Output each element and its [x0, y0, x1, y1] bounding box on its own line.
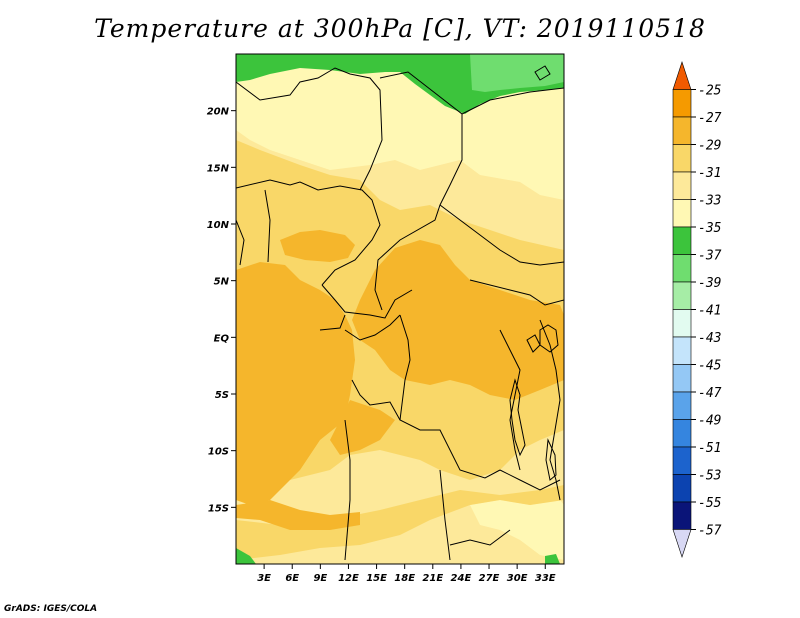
lon-tick-label: 33E — [535, 573, 556, 584]
region-orange-southwest — [330, 400, 395, 455]
longitude-axis: 3E 6E 9E 12E 15E 18E 21E 24E 27E 30E 33E — [257, 564, 556, 584]
colorbar-cell — [672, 254, 692, 283]
colorbar-label: -51 — [698, 441, 721, 456]
colorbar-label: -27 — [698, 111, 722, 126]
region-lightgreen-northeast — [470, 54, 564, 92]
lon-tick-label: 12E — [338, 573, 359, 584]
lat-tick-label: EQ — [214, 333, 230, 344]
lat-tick-label: 5N — [214, 277, 230, 288]
colorbar-cell — [672, 336, 692, 365]
colorbar-label: -37 — [698, 249, 722, 264]
lon-tick-label: 3E — [257, 573, 271, 584]
colorbar-label: -41 — [698, 304, 721, 319]
colorbar-cell — [672, 309, 692, 338]
grads-credit: GrADS: IGES/COLA — [4, 604, 98, 614]
colorbar-cell — [672, 281, 692, 310]
lon-tick-label: 21E — [422, 573, 443, 584]
colorbar-label: -39 — [698, 276, 721, 291]
lat-tick-label: 10N — [207, 220, 230, 231]
colorbar-cell — [672, 89, 692, 118]
lat-tick-label: 10S — [208, 447, 229, 458]
colorbar-cell — [672, 391, 692, 420]
temperature-field — [236, 54, 564, 564]
colorbar-cell — [672, 419, 692, 448]
region-green-southwest — [236, 548, 256, 564]
lakes — [509, 65, 559, 481]
colorbar-label: -35 — [698, 221, 722, 236]
colorbar-bottom-arrow — [672, 529, 692, 558]
colorbar-cell — [672, 116, 692, 145]
lat-tick-label: 15N — [207, 163, 230, 174]
lon-tick-label: 9E — [313, 573, 327, 584]
colorbar-label: -33 — [698, 194, 721, 209]
colorbar-label: -31 — [698, 166, 721, 181]
lon-tick-label: 6E — [285, 573, 299, 584]
colorbar-cell — [672, 474, 692, 503]
colorbar-cell — [672, 364, 692, 393]
region-yellow-south — [236, 485, 564, 560]
colorbar-label: -45 — [698, 359, 722, 374]
colorbar-cell — [672, 144, 692, 173]
region-green-southeast — [545, 554, 560, 564]
lat-tick-label: 15S — [208, 503, 229, 514]
colorbar-cell — [672, 446, 692, 475]
colorbar-label: -43 — [698, 331, 721, 346]
colorbar-label: -55 — [698, 496, 722, 511]
region-orange-west — [236, 262, 355, 505]
lon-tick-label: 18E — [394, 573, 415, 584]
lon-tick-label: 15E — [366, 573, 387, 584]
colorbar-cell — [672, 501, 692, 530]
colorbar-label: -29 — [698, 139, 721, 154]
region-pale-yellow-southeast — [470, 500, 564, 560]
region-orange-central — [352, 240, 564, 400]
lon-tick-label: 27E — [479, 573, 500, 584]
colorbar-top-arrow — [672, 61, 692, 90]
colorbar-label: -57 — [698, 524, 722, 539]
colorbar: -25 -27 -29 -31 -33 -35 -37 -39 -41 -43 -45 -47 -49 -… — [672, 61, 722, 558]
colorbar-cell — [672, 199, 692, 228]
colorbar-label: -53 — [698, 469, 721, 484]
lon-tick-label: 24E — [451, 573, 472, 584]
map-frame — [235, 53, 565, 565]
country-borders — [236, 67, 564, 561]
colorbar-label: -25 — [698, 84, 722, 99]
lat-tick-label: 20N — [207, 107, 230, 118]
region-orange-south-strip — [236, 500, 360, 530]
latitude-axis: 20N 15N 10N 5N EQ 5S 10S 15S — [207, 107, 236, 514]
colorbar-label: -47 — [698, 386, 722, 401]
chart-title: Temperature at 300hPa [C], VT: 201911051… — [94, 14, 706, 43]
lon-tick-label: 30E — [507, 573, 528, 584]
colorbar-label: -49 — [698, 414, 721, 429]
colorbar-cell — [672, 226, 692, 255]
region-orange-northwest — [280, 230, 355, 262]
lat-tick-label: 5S — [215, 390, 229, 401]
colorbar-cell — [672, 171, 692, 200]
